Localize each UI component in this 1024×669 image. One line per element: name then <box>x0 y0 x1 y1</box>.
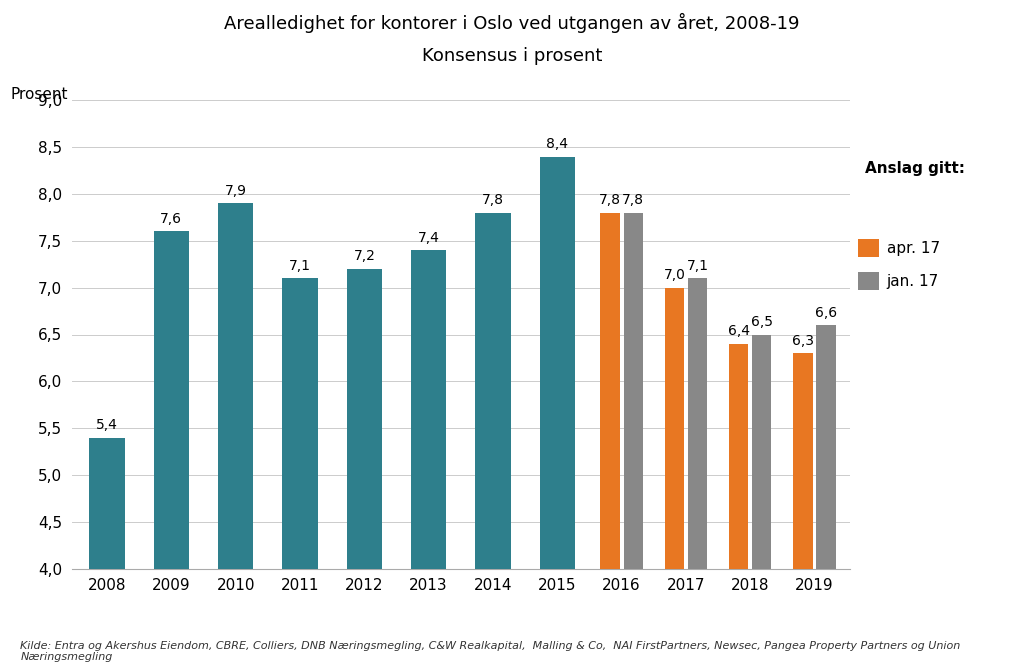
Bar <box>600 213 620 569</box>
Text: 6,3: 6,3 <box>792 334 814 348</box>
Text: 7,1: 7,1 <box>289 259 311 273</box>
Bar <box>624 213 643 569</box>
Text: 7,8: 7,8 <box>623 193 644 207</box>
Bar <box>688 278 708 569</box>
Bar <box>89 438 125 569</box>
Bar <box>816 325 836 569</box>
Bar <box>665 288 684 569</box>
Text: Kilde: Entra og Akershus Eiendom, CBRE, Colliers, DNB Næringsmegling, C&W Realka: Kilde: Entra og Akershus Eiendom, CBRE, … <box>20 641 961 662</box>
Text: 7,1: 7,1 <box>686 259 709 273</box>
Bar <box>794 353 813 569</box>
Bar <box>411 250 446 569</box>
Text: 6,4: 6,4 <box>728 324 750 339</box>
Bar <box>283 278 317 569</box>
Text: 6,5: 6,5 <box>751 315 773 329</box>
Text: Prosent: Prosent <box>10 87 68 102</box>
Text: Arealledighet for kontorer i Oslo ved utgangen av året, 2008-19: Arealledighet for kontorer i Oslo ved ut… <box>224 13 800 33</box>
Text: 7,8: 7,8 <box>599 193 621 207</box>
Text: 6,6: 6,6 <box>815 306 838 320</box>
Text: Anslag gitt:: Anslag gitt: <box>865 161 966 175</box>
Bar <box>729 344 749 569</box>
Legend: apr. 17, jan. 17: apr. 17, jan. 17 <box>857 239 940 290</box>
Bar <box>475 213 511 569</box>
Text: 7,9: 7,9 <box>224 184 247 198</box>
Bar <box>540 157 574 569</box>
Bar <box>218 203 253 569</box>
Text: Konsensus i prosent: Konsensus i prosent <box>422 47 602 65</box>
Text: 7,8: 7,8 <box>482 193 504 207</box>
Text: 7,4: 7,4 <box>418 231 439 245</box>
Bar <box>347 269 382 569</box>
Text: 8,4: 8,4 <box>546 137 568 151</box>
Bar <box>753 334 771 569</box>
Text: 7,6: 7,6 <box>161 212 182 226</box>
Text: 7,0: 7,0 <box>664 268 685 282</box>
Text: 7,2: 7,2 <box>353 250 375 264</box>
Text: 5,4: 5,4 <box>96 418 118 432</box>
Bar <box>154 231 189 569</box>
